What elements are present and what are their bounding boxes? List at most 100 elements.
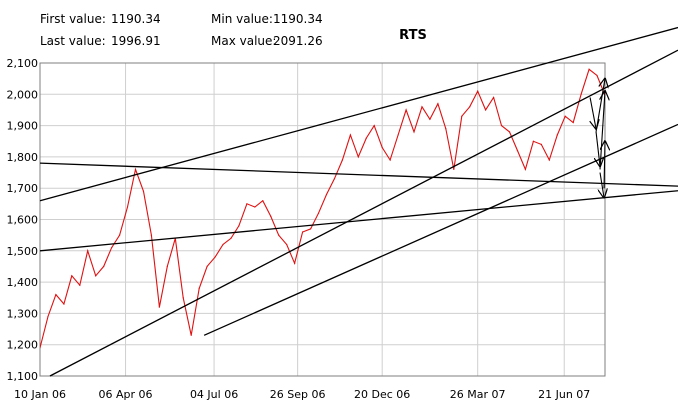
forecast-arrow [595,79,605,132]
series-point [309,228,312,230]
series-point [230,237,232,239]
forecast-arrow [600,172,604,198]
y-tick-label: 1,500 [7,245,39,258]
series-point [278,234,280,236]
series-point [262,200,264,202]
forecast-arrow [604,141,605,189]
series-point [389,159,391,161]
series-point [302,231,304,233]
series-point [564,115,566,117]
series-point [333,178,336,180]
series-point [87,250,89,252]
series-point [453,168,455,171]
y-axis: 1,100 1,200 1,300 1,400 1,500 1,600 1,700 1,800… [7,57,39,383]
series-point [47,315,49,318]
x-tick-label: 10 Jan 06 [14,388,66,401]
forecast-arrow [596,131,600,166]
series-point [516,150,519,152]
series-point [118,234,121,236]
series-point [437,103,439,105]
x-tick-label: 06 Apr 06 [99,388,153,401]
x-tick-label: 04 Jul 06 [190,388,238,401]
x-tick-label: 21 Jun 07 [538,388,590,401]
series-point [95,275,97,277]
y-tick-label: 1,800 [7,151,39,164]
first-value: 1190.34 [111,12,161,26]
series-point [397,134,399,136]
series-point [524,168,527,171]
series-point [79,284,81,286]
series-point [134,168,137,171]
series-point [413,131,415,133]
series-point [238,225,240,227]
series-point [270,215,272,217]
series-point [198,287,200,289]
series-point [349,134,351,136]
series-point [429,118,431,120]
series-point [55,294,57,296]
series-point [222,243,224,246]
series-point [317,212,320,214]
max-value: 2091.26 [273,34,323,48]
series-point [485,109,487,111]
series-point [596,74,598,77]
series-point [190,334,192,336]
series-point [588,68,590,70]
series-point [469,106,471,108]
x-axis: 10 Jan 06 06 Apr 06 04 Jul 06 26 Sep 06 20 D… [14,388,590,401]
y-tick-label: 1,700 [7,182,39,195]
series-point [508,131,511,133]
series-point [477,90,479,92]
trendline [49,49,678,377]
series-point [166,265,168,268]
series-point [126,206,129,208]
series-point [357,156,359,158]
series-point [492,96,495,99]
series-point [341,159,343,161]
series-point [580,93,582,95]
y-tick-label: 1,600 [7,214,39,227]
y-tick-label: 1,300 [7,307,39,320]
x-tick-label: 26 Sep 06 [270,388,326,401]
series-point [373,125,375,127]
series-point [254,206,256,208]
series-point [111,247,113,249]
y-tick-label: 1,900 [7,120,39,133]
trendline [39,190,678,252]
series-point [572,121,574,124]
series-point [63,303,65,305]
series-point [405,109,407,111]
series-point [540,143,542,145]
y-tick-label: 2,000 [7,88,39,101]
last-value: 1996.91 [111,34,161,48]
min-value: 1190.34 [273,12,323,26]
forecast-arrow [590,97,596,128]
min-value-label: Min value: [211,12,273,26]
series-point [500,125,503,127]
max-value-label: Max value: [211,34,277,48]
first-value-label: First value: [40,12,106,26]
series-point [214,256,216,258]
trendline-layer [39,26,678,377]
x-tick-label: 20 Dec 06 [354,388,410,401]
series-point [365,137,367,139]
y-tick-label: 2,100 [7,57,39,70]
series-point [532,140,534,142]
series-point [246,203,248,205]
series-point [294,262,296,264]
series-point [71,275,73,277]
series-point [381,146,383,149]
grid [39,62,606,377]
series-point [206,265,208,268]
series-point [461,115,463,117]
chart-title: RTS [399,28,427,43]
x-tick-label: 26 Mar 07 [450,388,506,401]
series-point [421,106,423,108]
y-tick-label: 1,200 [7,339,39,352]
plot-border [39,62,606,377]
series-point [182,297,184,299]
series-point [445,128,447,130]
y-tick-label: 1,100 [7,370,39,383]
trendline [39,26,678,202]
